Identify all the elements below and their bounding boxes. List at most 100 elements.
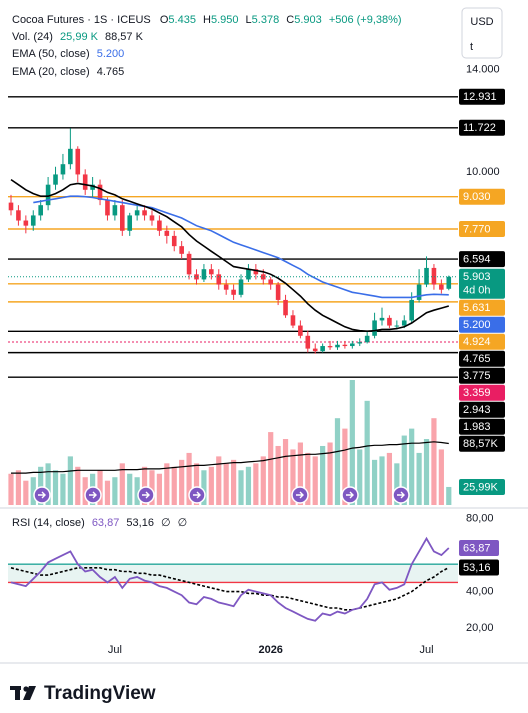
volume-bar (379, 456, 385, 505)
y-tick-label: 14.000 (466, 63, 500, 75)
price-axis: 14.000 10.000 12.931 11.722 9.030 7.770 6.594 5… (459, 63, 505, 495)
volume-bar (253, 463, 259, 505)
volume-bar (60, 473, 66, 505)
countdown: 4d 0h (463, 285, 491, 297)
candle-body (75, 148, 81, 175)
candle-body (275, 284, 281, 300)
price-pane (8, 128, 458, 354)
volume-bar (312, 456, 318, 505)
candle-body (238, 279, 244, 295)
candle-body (290, 315, 296, 326)
candle-body (30, 215, 36, 226)
x-tick-label: Jul (108, 644, 122, 656)
candle-body (60, 164, 66, 175)
candle-body (431, 267, 437, 285)
candle-body (253, 269, 259, 275)
candle-body (164, 230, 170, 236)
price-label-box (459, 418, 505, 435)
volume-bar (179, 459, 185, 505)
volume-bar (193, 463, 200, 505)
levels (8, 96, 458, 378)
volume-bar (327, 442, 333, 505)
candle-body (157, 220, 162, 231)
candle-body (134, 210, 140, 216)
volume-bar (238, 470, 244, 505)
price-label-box (459, 316, 505, 333)
candle-body (142, 210, 147, 216)
price-label-box (459, 220, 505, 237)
candle-body (439, 284, 444, 290)
price-label: 4.924 (463, 336, 491, 348)
event-icon-arrow (89, 491, 97, 499)
price-label: 12.931 (463, 91, 497, 103)
candle-body (357, 342, 363, 344)
volume-bar (349, 380, 355, 505)
candle-body (216, 274, 222, 285)
x-tick-label: Jul (419, 644, 433, 656)
legend-high: 5.950 (211, 14, 239, 26)
currency[interactable]: USD (470, 16, 493, 28)
candle-body (45, 184, 51, 206)
currency-box[interactable] (461, 7, 503, 59)
candle-body (424, 267, 429, 285)
volume-bar (438, 449, 444, 505)
candle-body (8, 202, 14, 211)
price-label: 3.775 (463, 370, 491, 382)
price-label: 11.722 (463, 122, 496, 134)
volume-bar (446, 486, 452, 505)
volume-bar (149, 470, 155, 505)
rsi-tick-label: 80,00 (466, 512, 494, 524)
ema-line (10, 178, 450, 333)
price-label: 1.983 (463, 421, 491, 433)
volume-ma-value: 88,57 K (105, 31, 144, 43)
candle-body (90, 184, 95, 190)
rsi-label-box (459, 559, 499, 576)
volume-bar (357, 449, 363, 505)
volume-ma-line (11, 441, 449, 474)
candle-body (53, 174, 58, 185)
legend-ema20: EMA (20, close) 4.765 (12, 66, 124, 78)
candle-body (364, 335, 370, 343)
price-label: 9.030 (463, 191, 491, 203)
volume-bar (260, 456, 266, 505)
price-label: 2.943 (463, 404, 491, 416)
rsi-ma-line (10, 566, 450, 611)
candle-body (372, 320, 377, 336)
candle-body (409, 299, 414, 321)
candle-body (112, 205, 118, 216)
volume-bar (23, 480, 29, 505)
volume-value: 25,99 K (60, 31, 99, 43)
candle-body (23, 220, 29, 226)
volume-bar (305, 452, 311, 505)
price-label-box (459, 299, 505, 316)
logo: TradingView (10, 683, 156, 704)
volume-bar (15, 470, 22, 505)
volume-bar (275, 445, 281, 505)
volume-bar (38, 466, 44, 505)
legend-close: 5.903 (294, 14, 322, 26)
price-label-box (459, 119, 505, 136)
candle-body (223, 284, 229, 290)
candle-body (171, 235, 177, 247)
volume-pane (8, 380, 452, 505)
ema-value: 4.765 (97, 66, 125, 78)
price-label-box (459, 350, 505, 367)
volume-bar (297, 442, 303, 505)
price-label-box (459, 435, 505, 452)
candle-body (186, 253, 192, 275)
candle-body (379, 317, 385, 321)
rsi-value: 63,87 (92, 517, 120, 529)
volume-bar (268, 432, 274, 505)
volume-bar (171, 466, 177, 505)
legend-rsi: RSI (14, close) 63,87 53,16 ∅ ∅ (12, 517, 187, 529)
volume-bar (231, 459, 237, 505)
candle-body (209, 269, 214, 275)
volume-bar (45, 463, 51, 505)
symbol: Cocoa Futures · 1S · ICEUS (12, 14, 151, 26)
rsi-pane: 80,00 40,00 20,00 63,87 53,16 Jul 2026 Jul (8, 512, 499, 656)
ema-line (33, 195, 449, 299)
unit[interactable]: t (470, 41, 473, 53)
volume-bar (216, 456, 222, 505)
candle-body (127, 215, 133, 231)
ema-name: EMA (50, close) (12, 48, 90, 60)
